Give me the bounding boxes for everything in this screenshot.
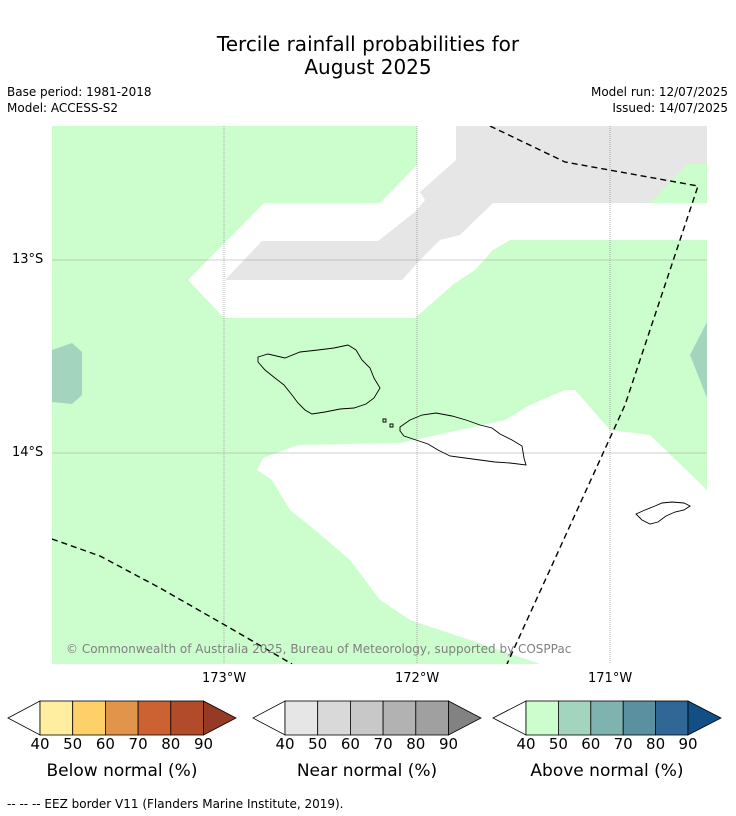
below-colorbar-title: Below normal (%) <box>46 761 198 781</box>
lon-label-171w: 171°W <box>588 671 633 686</box>
near-colorbar-title: Near normal (%) <box>296 761 438 781</box>
near-colorbar-segment <box>349 700 384 736</box>
above-colorbar-high-extend <box>687 700 722 736</box>
above-colorbar-tick-label: 90 <box>678 735 698 753</box>
above-colorbar-segment <box>558 700 592 736</box>
above-normal-50-west-patch <box>52 343 82 404</box>
below-colorbar-high-extend <box>203 700 237 736</box>
below-colorbar-tick-label: 90 <box>193 735 214 753</box>
lat-label-14s: 14°S <box>12 445 44 460</box>
near-colorbar-tick-label: 40 <box>275 735 295 753</box>
near-colorbar-tick-label: 50 <box>308 735 328 753</box>
above-colorbar-tick-label: 60 <box>581 735 601 753</box>
map-title-line1: Tercile rainfall probabilities for <box>216 32 520 56</box>
below-colorbar-segment <box>72 700 106 736</box>
below-colorbar-segment <box>170 700 204 736</box>
no-dominant-south-region <box>257 390 707 664</box>
near-colorbar-segment <box>415 700 449 736</box>
above-colorbar-segment <box>525 700 559 736</box>
below-colorbar-segment <box>105 700 139 736</box>
manono-island-outline <box>382 418 394 428</box>
above-colorbar-tick-label: 70 <box>613 735 633 753</box>
above-colorbar-tick-label: 50 <box>548 735 568 753</box>
lat-label-13s: 13°S <box>12 252 44 267</box>
near-colorbar-tick-label: 70 <box>373 735 393 753</box>
below-colorbar-tick-label: 60 <box>95 735 115 753</box>
tutuila-island-outline <box>635 501 691 525</box>
upolu-island-outline <box>399 412 527 466</box>
near-colorbar-segment <box>284 700 319 736</box>
map-title-line2: August 2025 <box>304 55 432 79</box>
issued-date: Issued: 14/07/2025 <box>612 101 728 115</box>
below-colorbar-low-extend <box>7 700 41 736</box>
near-colorbar-low-extend <box>252 700 286 736</box>
lon-label-172w: 172°W <box>395 671 440 686</box>
model-name: Model: ACCESS-S2 <box>7 101 119 115</box>
above-colorbar-low-extend <box>492 700 527 736</box>
near-colorbar-segment <box>382 700 417 736</box>
below-colorbar-segment <box>137 700 172 736</box>
above-colorbar-title: Above normal (%) <box>530 761 684 781</box>
below-colorbar-tick-label: 50 <box>63 735 83 753</box>
below-colorbar-segment <box>39 700 74 736</box>
above-colorbar-segment <box>590 700 624 736</box>
near-normal-north-region <box>225 126 707 280</box>
below-colorbar-tick-label: 40 <box>30 735 50 753</box>
eez-border-southwest <box>52 538 293 664</box>
near-colorbar-segment <box>317 700 351 736</box>
near-colorbar-high-extend <box>448 700 482 736</box>
near-colorbar-tick-label: 80 <box>406 735 426 753</box>
lon-label-173w: 173°W <box>202 671 247 686</box>
below-colorbar-tick-label: 80 <box>161 735 181 753</box>
below-colorbar-tick-label: 70 <box>128 735 148 753</box>
above-normal-50-east-patch <box>690 322 707 398</box>
above-colorbar-tick-label: 80 <box>646 735 666 753</box>
eez-border-north <box>489 126 699 664</box>
savaii-island-outline <box>257 344 381 415</box>
near-colorbar-tick-label: 60 <box>340 735 360 753</box>
copyright-notice: © Commonwealth of Australia 2025, Bureau… <box>66 642 572 656</box>
above-colorbar-segment <box>622 700 657 736</box>
above-colorbar-tick-label: 40 <box>516 735 536 753</box>
above-colorbar-segment <box>655 700 689 736</box>
base-period: Base period: 1981-2018 <box>7 85 152 99</box>
near-colorbar-tick-label: 90 <box>438 735 459 753</box>
model-run: Model run: 12/07/2025 <box>590 85 728 99</box>
eez-footer-note: -- -- -- EEZ border V11 (Flanders Marine… <box>7 797 344 811</box>
